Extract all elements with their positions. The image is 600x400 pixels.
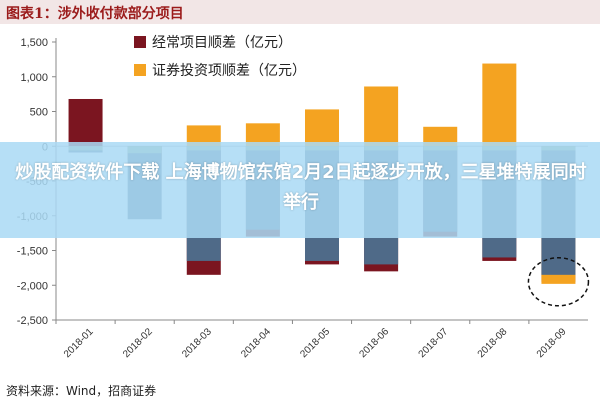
x-tick-label: 2018-02 — [121, 326, 155, 360]
highlight-circle — [527, 257, 590, 307]
bar-2-2018-05 — [305, 109, 339, 147]
x-tick-label: 2018-01 — [62, 326, 96, 360]
chart-header: 图表1：涉外收付款部分项目 — [0, 0, 600, 24]
bar-2-2018-04 — [245, 123, 280, 147]
bar-1-2018-01 — [68, 98, 103, 147]
y-tick-label: 500 — [30, 107, 48, 119]
bar-2-2018-08 — [482, 63, 517, 147]
legend-swatch-1 — [134, 36, 146, 48]
x-tick-label: 2018-07 — [417, 326, 451, 360]
y-tick-label: -1,500 — [17, 246, 48, 258]
x-tick-label: 2018-05 — [298, 326, 332, 360]
x-tick-label: 2018-08 — [476, 326, 510, 360]
y-tick-label: 1,000 — [20, 72, 48, 84]
source-note: 资料来源：Wind，招商证券 — [6, 384, 157, 398]
x-tick-label: 2018-04 — [239, 326, 273, 360]
overlay-banner[interactable]: 炒股配资软件下载 上海博物馆东馆2月2日起逐步开放，三星堆特展同时举行 — [0, 142, 600, 238]
y-tick-label: -2,000 — [17, 280, 48, 292]
x-tick-label: 2018-06 — [358, 326, 392, 360]
legend-swatch-2 — [134, 64, 146, 76]
overlay-headline[interactable]: 炒股配资软件下载 上海博物馆东馆2月2日起逐步开放，三星堆特展同时举行 — [15, 162, 587, 213]
legend-label-1: 经常项目顺差（亿元） — [152, 35, 292, 51]
bar-2-2018-07 — [423, 126, 458, 147]
bar-2-2018-03 — [186, 125, 221, 147]
y-tick-label: 1,500 — [20, 37, 48, 49]
y-tick-label: -2,500 — [17, 315, 48, 327]
bar-2-2018-06 — [364, 86, 399, 147]
chart-title: 图表1：涉外收付款部分项目 — [6, 6, 184, 22]
x-tick-label: 2018-03 — [180, 326, 214, 360]
x-tick-label: 2018-09 — [535, 326, 569, 360]
legend-label-2: 证券投资项顺差（亿元） — [152, 63, 306, 79]
